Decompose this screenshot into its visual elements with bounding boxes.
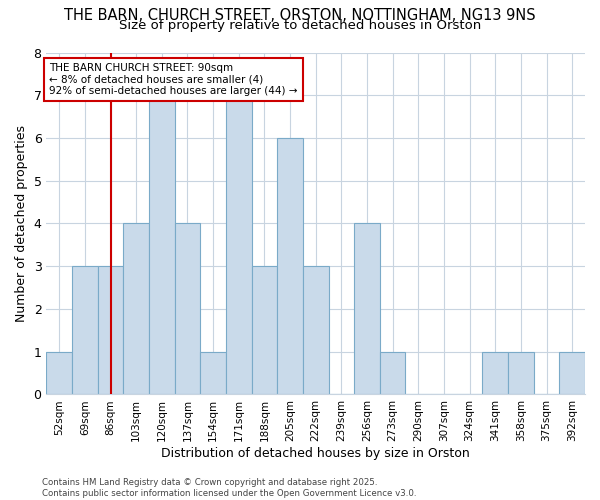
Bar [354,224,380,394]
Text: Size of property relative to detached houses in Orston: Size of property relative to detached ho… [119,18,481,32]
Text: THE BARN CHURCH STREET: 90sqm
← 8% of detached houses are smaller (4)
92% of sem: THE BARN CHURCH STREET: 90sqm ← 8% of de… [49,63,298,96]
Text: THE BARN, CHURCH STREET, ORSTON, NOTTINGHAM, NG13 9NS: THE BARN, CHURCH STREET, ORSTON, NOTTING… [64,8,536,22]
Text: Contains HM Land Registry data © Crown copyright and database right 2025.
Contai: Contains HM Land Registry data © Crown c… [42,478,416,498]
Bar [508,352,534,395]
Y-axis label: Number of detached properties: Number of detached properties [15,125,28,322]
Bar [149,95,175,394]
Bar [226,95,251,394]
Bar [98,266,124,394]
Bar [72,266,98,394]
Bar [277,138,303,394]
Bar [251,266,277,394]
Bar [200,352,226,395]
Bar [124,224,149,394]
X-axis label: Distribution of detached houses by size in Orston: Distribution of detached houses by size … [161,447,470,460]
Bar [482,352,508,395]
Bar [46,352,72,395]
Bar [380,352,406,395]
Bar [175,224,200,394]
Bar [559,352,585,395]
Bar [303,266,329,394]
